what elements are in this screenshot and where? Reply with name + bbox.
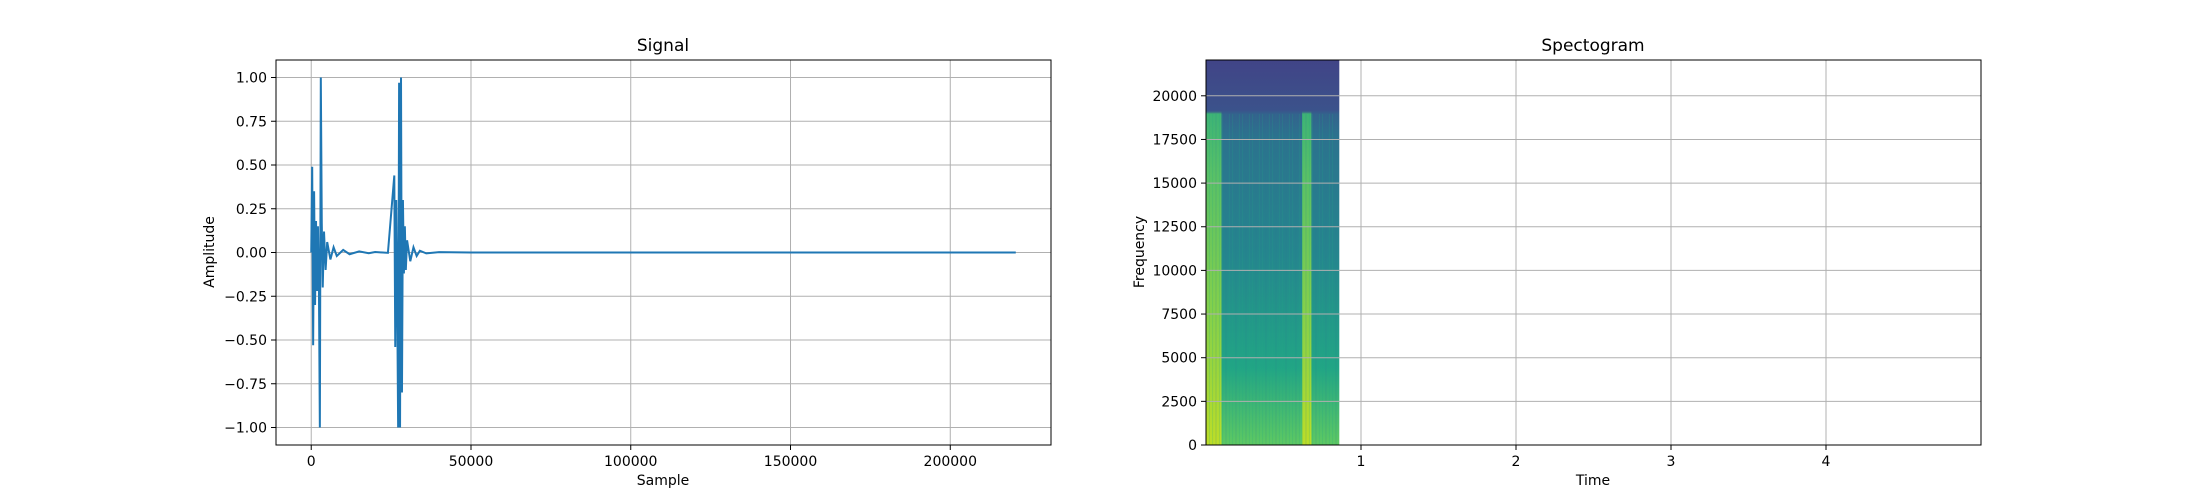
spectrogram-y-tick-label: 10000 — [1152, 263, 1197, 279]
spectrogram-x-tick-label: 4 — [1822, 454, 1831, 470]
signal-title: Signal — [637, 36, 689, 56]
signal-series-line — [310, 77, 1016, 428]
spectrogram-y-tick-label: 17500 — [1152, 132, 1197, 148]
spectrogram-event-band — [1302, 60, 1312, 445]
signal-xlabel: Sample — [637, 473, 690, 489]
spectrogram-grid — [1206, 60, 1981, 446]
spectrogram-ticks: 1 2 3 4 0 2500 5000 7500 10000 12500 15000 17500 200… — [1152, 89, 1830, 470]
signal-y-tick-label: 0.00 — [236, 246, 267, 262]
signal-x-tick-label: 0 — [307, 454, 316, 470]
spectrogram-x-tick-label: 3 — [1667, 454, 1676, 470]
spectrogram-ylabel: Frequency — [1132, 216, 1148, 288]
spectrogram-x-tick-label: 1 — [1357, 454, 1366, 470]
spectrogram-y-tick-label: 15000 — [1152, 176, 1197, 192]
spectrogram-y-tick-label: 12500 — [1152, 220, 1197, 236]
signal-x-tick-label: 50000 — [449, 454, 494, 470]
signal-y-tick-label: 0.50 — [236, 158, 267, 174]
signal-y-tick-label: −0.25 — [224, 289, 267, 305]
signal-ylabel: Amplitude — [202, 216, 218, 288]
spectrogram-image — [1206, 60, 1340, 445]
spectrogram-x-tick-label: 2 — [1512, 454, 1521, 470]
spectrogram-panel: Spectogram 1 2 3 4 0 2500 5000 7500 10000 12500 15… — [1132, 36, 1982, 489]
signal-y-tick-label: 0.75 — [236, 114, 267, 130]
signal-x-tick-label: 150000 — [764, 454, 817, 470]
signal-y-tick-label: −0.50 — [224, 333, 267, 349]
spectrogram-event-band — [1206, 60, 1222, 445]
spectrogram-y-tick-label: 7500 — [1161, 307, 1197, 323]
spectrogram-y-tick-label: 2500 — [1161, 394, 1197, 410]
signal-y-tick-label: −1.00 — [224, 421, 267, 437]
spectrogram-y-tick-label: 20000 — [1152, 89, 1197, 105]
signal-y-tick-label: 1.00 — [236, 71, 267, 87]
signal-y-tick-label: 0.25 — [236, 202, 267, 218]
signal-y-tick-label: −0.75 — [224, 377, 267, 393]
signal-panel: Signal 0 50000 100000 150000 200000 −1.00 −0.7… — [202, 36, 1052, 489]
spectrogram-y-tick-label: 5000 — [1161, 351, 1197, 367]
signal-ticks: 0 50000 100000 150000 200000 −1.00 −0.75 −0.50 −… — [224, 71, 977, 471]
spectrogram-axes-frame — [1205, 59, 1982, 446]
spectrogram-title: Spectogram — [1541, 36, 1644, 56]
spectrogram-y-tick-label: 0 — [1188, 438, 1197, 454]
signal-plot-area — [310, 77, 1016, 428]
signal-x-tick-label: 200000 — [924, 454, 977, 470]
signal-x-tick-label: 100000 — [604, 454, 657, 470]
spectrogram-plot-area — [1206, 60, 1340, 445]
spectrogram-xlabel: Time — [1575, 473, 1610, 489]
